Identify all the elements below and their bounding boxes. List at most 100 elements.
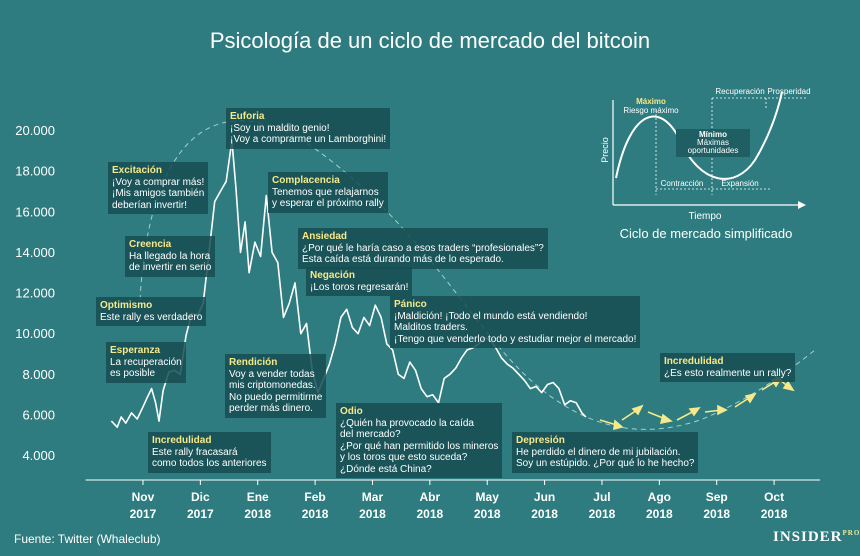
annotation-text: ¡Tengo que venderlo todo y estudiar mejo… — [394, 333, 637, 345]
annotation-text: de invertir en serio — [129, 262, 212, 273]
annotation: Euforia ¡Soy un maldito genio! ¡Voy a comp… — [226, 108, 391, 149]
annotation-text: ¡Los toros regresarán! — [310, 281, 409, 293]
annotation-text: perder más dinero. — [229, 403, 313, 414]
source: Fuente: Twitter (Whaleclub) — [14, 532, 161, 546]
annotation-text: del mercado? — [340, 429, 401, 440]
annotation-title: Creencia — [129, 239, 172, 250]
inset-x-label: Tiempo — [689, 211, 722, 222]
annotation-text: ¡Mis amigos también — [112, 188, 205, 199]
brand: INSIDERPRO — [773, 529, 860, 546]
annotation-text: La recuperación — [110, 356, 182, 368]
annotation: Odio ¿Quién ha provocado la caída del merc… — [336, 403, 503, 478]
annotation-text: He perdido el dinero de mi jubilación. — [516, 446, 681, 458]
annotation-text: ¡Voy a comprarme un Lamborghini! — [230, 134, 387, 145]
inset-label: Máximo — [636, 97, 666, 106]
annotation-text: como todos los anteriores — [152, 458, 267, 469]
annotation-title: Ansiedad — [302, 231, 348, 242]
annotation-title: Incredulidad — [152, 435, 212, 446]
forecast-arrows — [599, 375, 795, 431]
annotation-title: Odio — [340, 406, 363, 417]
inset-label: Riesgo máximo — [623, 106, 679, 115]
annotation-text: Este rally fracasará — [152, 446, 238, 458]
inset-label: Prosperidad — [767, 87, 810, 96]
x-tick-label: Abr 2018 — [416, 490, 444, 521]
annotation-title: Euforia — [230, 111, 265, 122]
annotation: Complacencia Tenemos que relajarnos y espe… — [268, 172, 388, 213]
annotation-title: Depresión — [516, 435, 565, 446]
inset-label: Contracción — [661, 179, 704, 188]
y-tick-label: 16.000 — [15, 204, 55, 219]
y-tick-label: 12.000 — [15, 286, 55, 301]
x-tick-label: Dic 2017 — [186, 490, 214, 521]
annotation-text: No puedo permitirme — [229, 391, 323, 403]
x-tick-label: Nov 2017 — [129, 490, 157, 521]
annotation-text: mis criptomonedas. — [229, 380, 316, 391]
annotation-text: y esperar el próximo rally — [272, 198, 384, 209]
inset-min-box — [676, 129, 750, 157]
x-tick-label: Jul 2018 — [588, 490, 616, 521]
y-tick-label: 8.000 — [22, 367, 55, 382]
annotation-text: ¿Por qué le haría caso a esos traders “p… — [302, 242, 544, 254]
annotation-text: deberían invertir! — [112, 199, 188, 211]
inset-guides — [655, 97, 806, 195]
annotation-text: Esta caída está durando más de lo espera… — [302, 254, 504, 265]
annotation: Excitación ¡Voy a comprar más! ¡Mis amigos… — [108, 162, 209, 214]
annotation-text: ¡Maldición! ¡Todo el mundo está vendiend… — [394, 310, 588, 322]
y-tick-label: 4.000 — [22, 448, 55, 463]
annotation-text: Voy a vender todas — [229, 368, 315, 380]
annotation-text: ¿Dónde está China? — [340, 463, 432, 475]
inset-label: oportunidades — [688, 146, 739, 155]
annotation-text: Este rally es verdadero — [100, 311, 203, 323]
x-tick-label: Jun 2018 — [531, 490, 558, 521]
inset-label: Recuperación — [715, 87, 764, 96]
chart-title: Psicología de un ciclo de mercado del bi… — [210, 28, 650, 53]
annotation: Negación ¡Los toros regresarán! — [306, 267, 413, 296]
annotation: Esperanza La recuperación es posible — [106, 342, 186, 383]
annotation-text: ¡Soy un maldito genio! — [230, 122, 330, 134]
x-tick-label: Ago 2018 — [645, 490, 673, 521]
annotation: Incredulidad ¿Es esto realmente un rally? — [660, 353, 796, 382]
brand-name: INSIDER — [773, 529, 843, 545]
inset-y-label: Precio — [600, 137, 610, 163]
annotation-title: Esperanza — [110, 345, 161, 356]
annotation-text: Tenemos que relajarnos — [272, 186, 379, 198]
y-tick-label: 20.000 — [15, 123, 55, 138]
annotation-text: es posible — [110, 368, 156, 379]
annotation-text: ¿Por qué han permitido los mineros — [340, 440, 499, 452]
y-tick-label: 14.000 — [15, 245, 55, 260]
x-tick-label: Mar 2018 — [359, 490, 386, 521]
x-tick-label: Feb 2018 — [301, 490, 329, 521]
inset-arrow — [798, 201, 806, 209]
annotation-title: Excitación — [112, 165, 163, 176]
x-tick-label: Sep 2018 — [703, 490, 731, 521]
inset-title: Ciclo de mercado simplificado — [620, 226, 793, 241]
annotation: Rendición Voy a vender todas mis criptomon… — [225, 354, 327, 418]
inset-label: Mínimo — [699, 130, 727, 139]
brand-sub: PRO — [842, 529, 860, 537]
y-tick-label: 10.000 — [15, 326, 55, 341]
annotation: Pánico ¡Maldición! ¡Todo el mundo está ve… — [390, 296, 641, 348]
annotation-title: Negación — [310, 270, 356, 281]
inset-diagram: Precio Tiempo Máximo Riesgo máximo Mínim… — [600, 87, 811, 241]
annotation: Creencia Ha llegado la hora de invertir en… — [125, 236, 216, 277]
annotation: Optimismo Este rally es verdadero — [96, 297, 207, 326]
inset-curve — [615, 91, 783, 180]
annotation-title: Pánico — [394, 299, 427, 310]
annotation-text: ¿Quién ha provocado la caída — [340, 417, 474, 429]
annotation-text: Soy un estúpido. ¿Por qué lo he hecho? — [516, 458, 695, 469]
annotation-title: Complacencia — [272, 175, 340, 186]
annotation-text: Ha llegado la hora — [129, 250, 211, 262]
annotation-title: Rendición — [229, 357, 278, 368]
annotation-text: Malditos traders. — [394, 322, 468, 333]
inset-label: Máximas — [697, 138, 729, 147]
x-tick-label: May 2018 — [473, 490, 501, 521]
annotation-text: ¿Es esto realmente un rally? — [664, 367, 792, 379]
x-tick-label: Oct 2018 — [760, 490, 788, 521]
annotation: Ansiedad ¿Por qué le haría caso a esos tr… — [298, 228, 548, 269]
annotation-title: Incredulidad — [664, 356, 724, 367]
inset-label: Expansión — [721, 179, 758, 188]
y-tick-label: 18.000 — [15, 164, 55, 179]
annotation-title: Optimismo — [100, 300, 153, 311]
annotation-text: y los toros que esto suceda? — [340, 452, 468, 463]
